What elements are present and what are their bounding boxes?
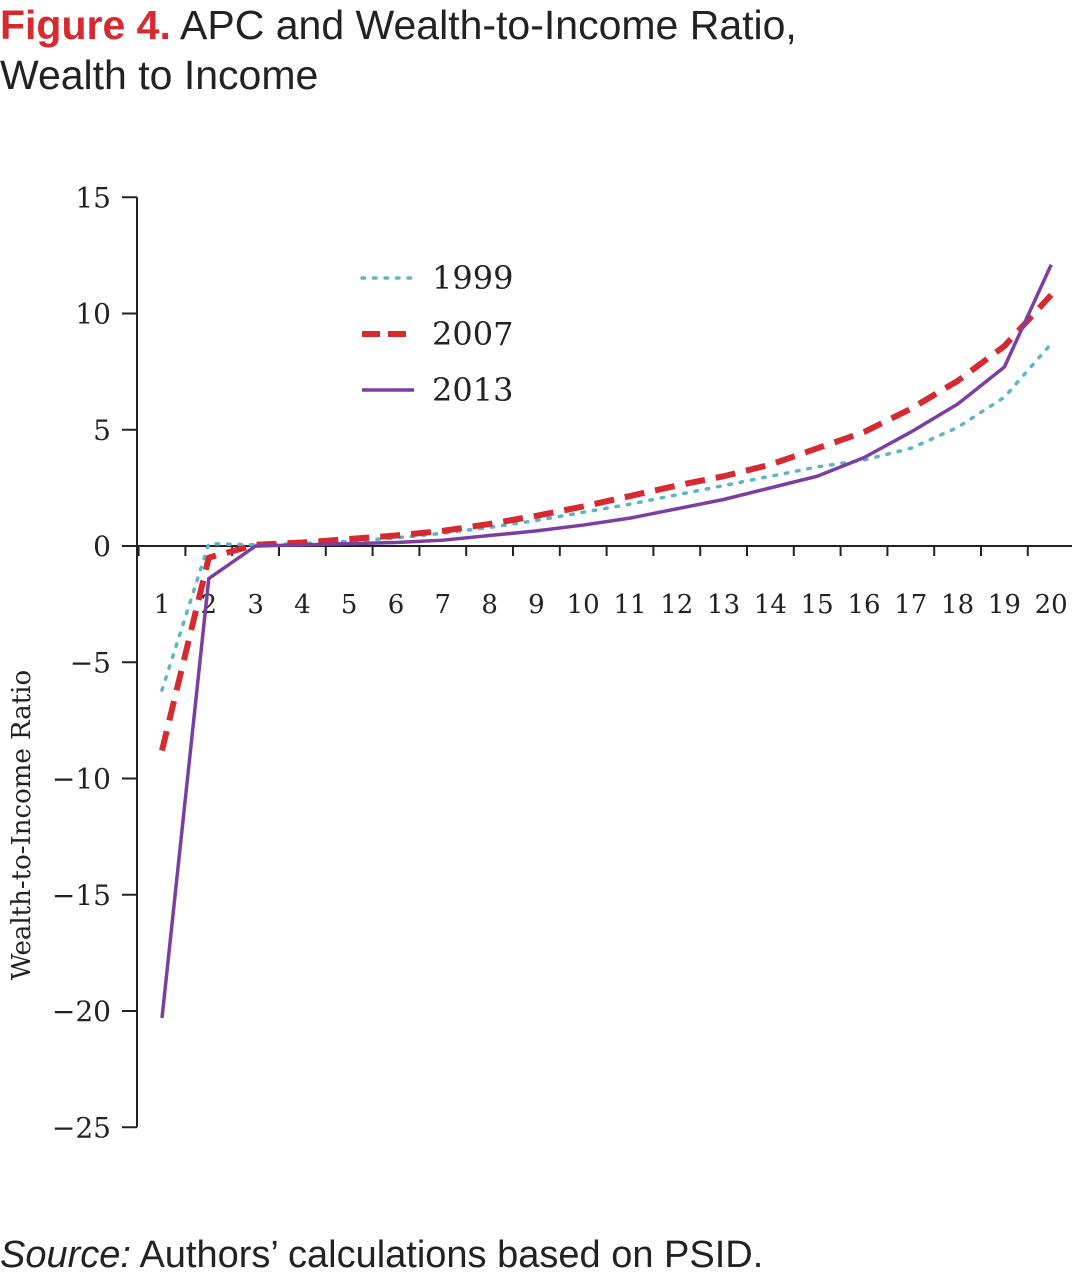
y-tick-label: 15 (75, 181, 111, 214)
y-tick-label: −25 (52, 1111, 111, 1144)
y-tick-label: −5 (70, 646, 111, 679)
legend-label: 2007 (432, 315, 513, 353)
y-axis: 15 10 5 0 −5 −10 −15 −20 −25 (52, 181, 138, 1144)
series-layer (159, 263, 1054, 1019)
y-tick-label: −10 (52, 763, 111, 796)
y-tick-label: 0 (93, 530, 111, 563)
source-text: Authors’ calculations based on PSID. (139, 1234, 764, 1276)
x-tick-label: 15 (801, 590, 834, 620)
x-tick-label: 7 (435, 590, 452, 620)
x-tick-label: 11 (613, 590, 646, 620)
figure-title: Figure 4. APC and Wealth-to-Income Ratio… (0, 0, 1072, 100)
x-tick-label: 1 (154, 590, 171, 620)
x-tick-label: 19 (988, 590, 1021, 620)
x-tick-label: 10 (567, 590, 600, 620)
figure-number: Figure 4. (0, 2, 171, 48)
series-line-1999 (160, 341, 1053, 692)
x-tick-label: 6 (388, 590, 405, 620)
x-tick-label: 8 (481, 590, 498, 620)
x-tick-label: 17 (894, 590, 927, 620)
x-axis: 1 2 3 4 5 6 7 8 9 10 11 12 13 14 15 16 17 18 19 20 (137, 545, 1072, 620)
x-tick-label: 9 (528, 590, 545, 620)
legend-label: 2013 (432, 371, 513, 409)
y-tick-label: 5 (93, 414, 111, 447)
chart-container: 15 10 5 0 −5 −10 −15 −20 −25 1 2 3 4 5 6 7 8 9 10 11 12 13 14… (0, 170, 1072, 1170)
x-tick-label: 4 (294, 590, 311, 620)
figure-title-text: APC and Wealth-to-Income Ratio, (180, 2, 797, 48)
figure-title-line2: Wealth to Income (0, 52, 319, 98)
x-tick-label: 12 (660, 590, 693, 620)
x-tick-label: 16 (847, 590, 880, 620)
figure-title-line1: Figure 4. APC and Wealth-to-Income Ratio… (0, 0, 1072, 50)
series-line-2007 (159, 292, 1054, 752)
x-tick-label: 13 (707, 590, 740, 620)
legend: 1999 2007 2013 (360, 259, 513, 409)
y-tick-label: 10 (75, 298, 111, 331)
y-tick-label: −15 (52, 879, 111, 912)
source-note: Source: Authors’ calculations based on P… (0, 1232, 1072, 1278)
x-tick-label: 3 (247, 590, 264, 620)
x-tick-label: 14 (754, 590, 787, 620)
x-tick-label: 18 (941, 590, 974, 620)
source-label: Source: (0, 1234, 131, 1276)
x-tick-label: 20 (1035, 590, 1068, 620)
legend-label: 1999 (432, 259, 513, 297)
x-tick-label: 5 (341, 590, 358, 620)
series-line-2013 (160, 263, 1053, 1019)
y-tick-label: −20 (52, 995, 111, 1028)
y-axis-label: Wealth-to-Income Ratio (7, 670, 37, 980)
